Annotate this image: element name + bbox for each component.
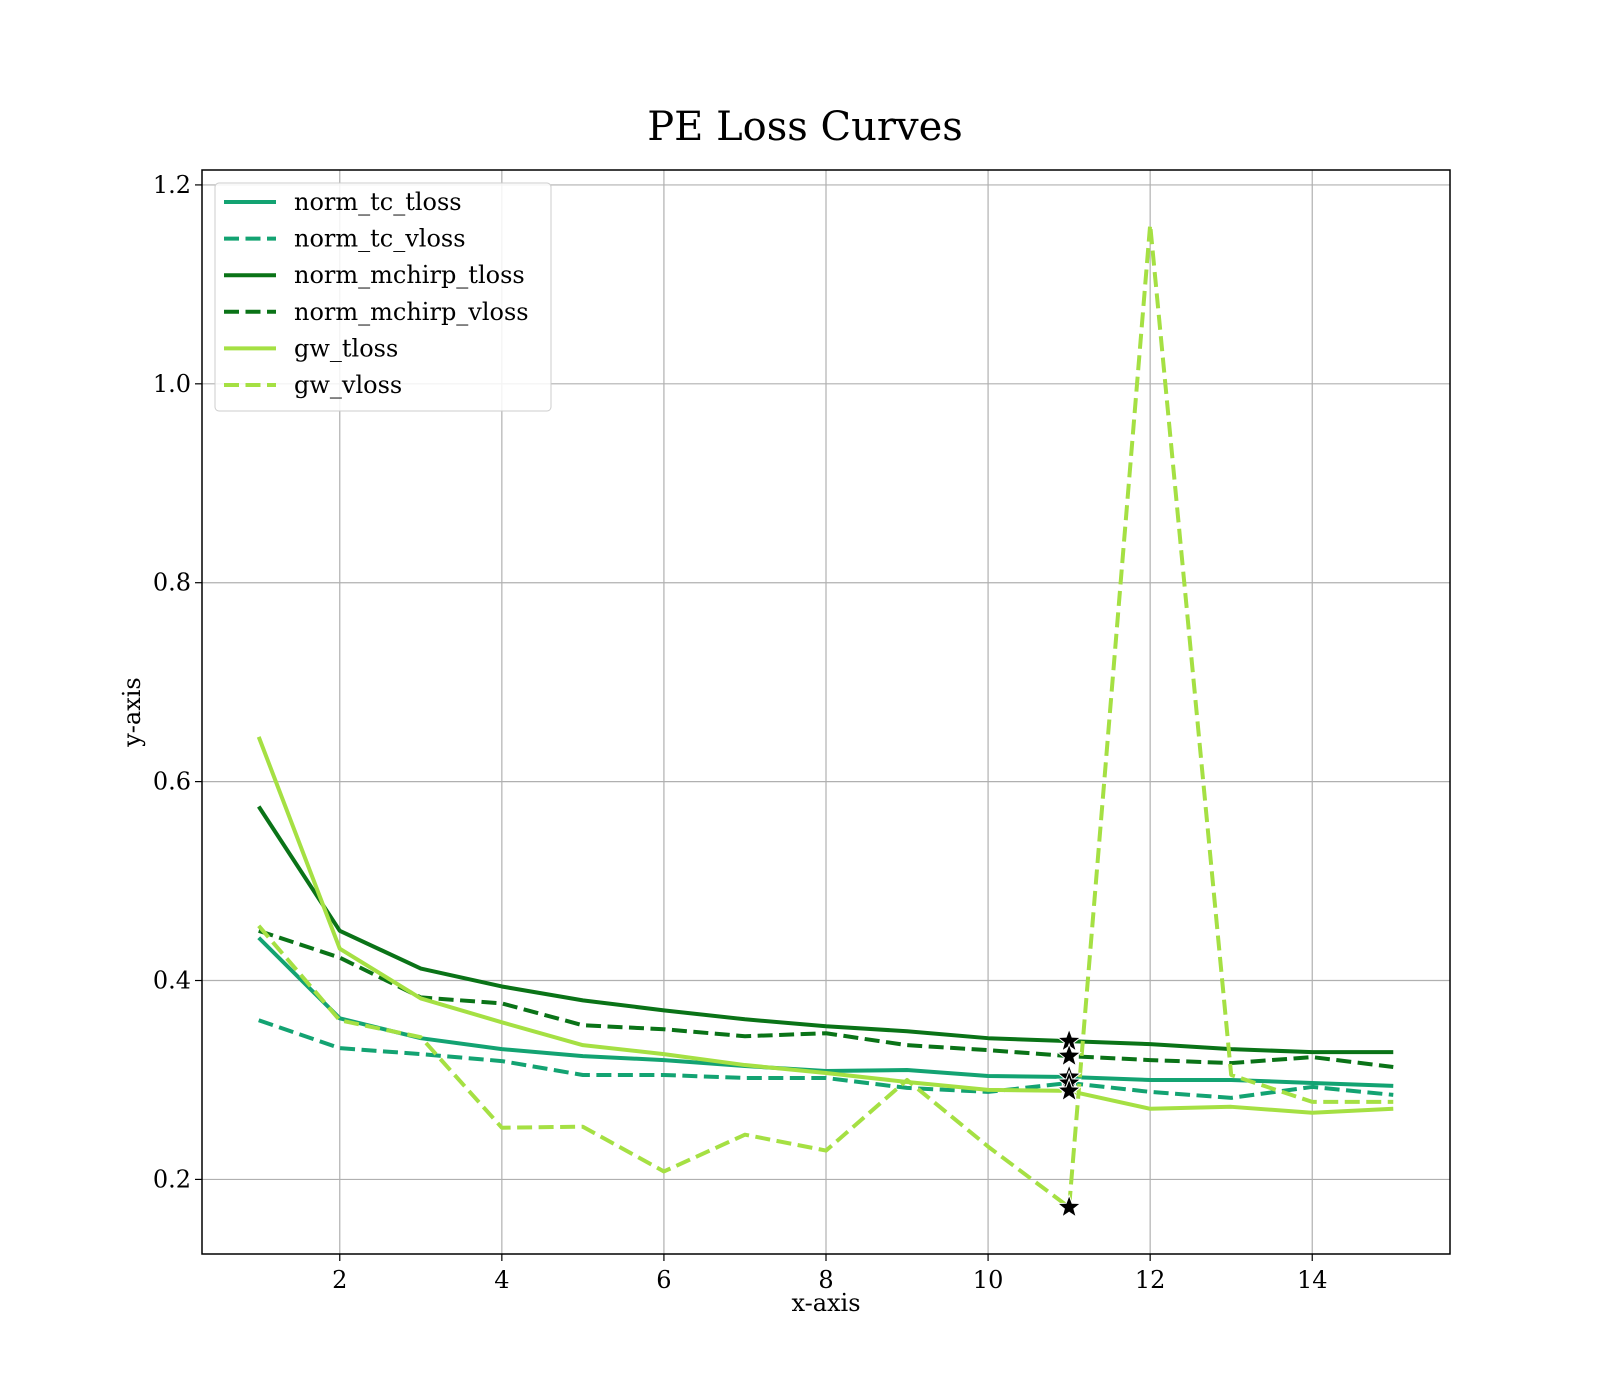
x-tick-label: 12 xyxy=(1135,1266,1166,1294)
x-axis-label: x-axis xyxy=(791,1289,860,1317)
x-tick-label: 10 xyxy=(973,1266,1004,1294)
x-tick-label: 14 xyxy=(1297,1266,1328,1294)
legend-label-norm-mchirp-vloss: norm_mchirp_vloss xyxy=(294,298,529,326)
series-line-norm-mchirp-tloss xyxy=(257,805,1394,1055)
y-tick-label: 0.4 xyxy=(153,967,191,995)
y-tick-label: 0.8 xyxy=(153,569,191,597)
y-axis-label: y-axis xyxy=(118,677,146,748)
y-tick-label: 0.6 xyxy=(153,768,191,796)
legend-label-norm-tc-tloss: norm_tc_tloss xyxy=(294,188,462,216)
best-epoch-markers xyxy=(1056,1027,1082,1219)
legend-box xyxy=(214,182,552,412)
series-line-norm-mchirp-vloss xyxy=(258,928,1394,1070)
y-tick-label: 1.2 xyxy=(153,171,191,199)
series-line-norm-tc-vloss xyxy=(258,1018,1394,1100)
series-lines xyxy=(256,222,1394,1210)
y-tick-label: 0.2 xyxy=(153,1165,191,1193)
legend-items: norm_tc_tloss norm_tc_vloss norm_mchirp_tl… xyxy=(224,188,529,399)
best-marker-star-gw-tloss xyxy=(1056,1077,1082,1102)
best-marker-star-norm-mchirp-vloss xyxy=(1056,1042,1082,1067)
legend-label-gw-vloss: gw_vloss xyxy=(294,371,402,399)
x-tick-label: 2 xyxy=(332,1266,347,1294)
series-line-gw-tloss xyxy=(256,736,1394,1115)
y-tick-label: 1.0 xyxy=(153,370,191,398)
best-marker-star-gw-vloss xyxy=(1056,1193,1082,1219)
x-tick-label: 4 xyxy=(494,1266,509,1294)
x-tick-label: 6 xyxy=(656,1266,671,1294)
chart-title: PE Loss Curves xyxy=(647,104,963,150)
axis-ticks: 2 4 6 8 10 12 14 0.2 0.4 0.6 0.8 1.0 1.2 xyxy=(153,171,1328,1294)
legend-label-norm-mchirp-tloss: norm_mchirp_tloss xyxy=(294,261,525,289)
legend: norm_tc_tloss norm_tc_vloss norm_mchirp_tl… xyxy=(214,182,552,412)
legend-label-norm-tc-vloss: norm_tc_vloss xyxy=(294,225,466,253)
legend-label-gw-tloss: gw_tloss xyxy=(294,334,398,362)
series-line-gw-vloss xyxy=(257,222,1394,1210)
x-tick-label: 8 xyxy=(818,1266,833,1294)
